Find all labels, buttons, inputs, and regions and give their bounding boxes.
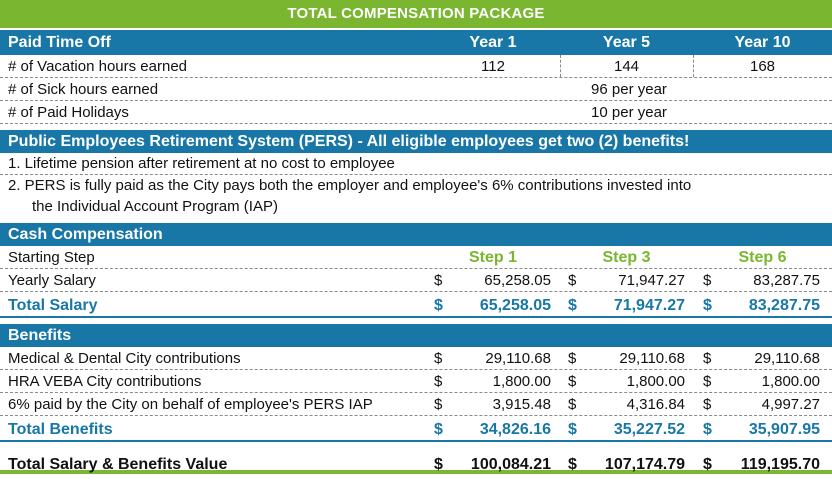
cash-header: Cash Compensation bbox=[8, 226, 163, 243]
total-salary-step-6: 83,287.75 bbox=[748, 297, 820, 314]
starting-step-row: Starting Step Step 1 Step 3 Step 6 bbox=[0, 246, 832, 269]
benefit-step-1: 3,915.48 bbox=[492, 396, 551, 413]
currency-symbol: $ bbox=[703, 421, 712, 438]
currency-symbol: $ bbox=[568, 272, 577, 289]
grand-total-step-1: 100,084.21 bbox=[470, 456, 551, 473]
currency-symbol: $ bbox=[568, 396, 577, 413]
benefit-step-3: 29,110.68 bbox=[619, 350, 685, 367]
benefit-label: Medical & Dental City contributions bbox=[8, 350, 241, 367]
currency-symbol: $ bbox=[568, 456, 577, 473]
vacation-year-5: 144 bbox=[613, 58, 640, 75]
grand-total-row: Total Salary & Benefits Value $ 100,084.… bbox=[0, 450, 832, 476]
currency-symbol: $ bbox=[568, 297, 577, 314]
yearly-salary-step-3: 71,947.27 bbox=[618, 272, 685, 289]
total-benefits-step-1: 34,826.16 bbox=[479, 421, 551, 438]
divider bbox=[560, 55, 561, 77]
sick-value: 96 per year bbox=[591, 81, 667, 98]
step-3-header: Step 3 bbox=[602, 249, 651, 266]
vacation-row: # of Vacation hours earned 112 144 168 bbox=[0, 55, 832, 78]
grand-total-step-3: 107,174.79 bbox=[604, 456, 685, 473]
benefits-header-row: Benefits bbox=[0, 324, 832, 347]
step-6-header: Step 6 bbox=[738, 249, 787, 266]
sheet-title: TOTAL COMPENSATION PACKAGE bbox=[0, 0, 832, 30]
grand-total-label: Total Salary & Benefits Value bbox=[8, 456, 228, 473]
benefit-row: HRA VEBA City contributions $ 1,800.00 $… bbox=[0, 370, 832, 393]
pto-header: Paid Time Off bbox=[8, 34, 111, 51]
holidays-value: 10 per year bbox=[591, 104, 667, 121]
currency-symbol: $ bbox=[568, 373, 577, 390]
step-1-header: Step 1 bbox=[468, 249, 517, 266]
benefit-step-3: 4,316.84 bbox=[626, 396, 685, 413]
yearly-salary-label: Yearly Salary bbox=[8, 272, 96, 289]
currency-symbol: $ bbox=[434, 373, 443, 390]
currency-symbol: $ bbox=[703, 456, 712, 473]
pto-header-row: Paid Time Off Year 1 Year 5 Year 10 bbox=[0, 30, 832, 55]
benefit-step-1: 29,110.68 bbox=[485, 350, 551, 367]
total-benefits-step-3: 35,227.52 bbox=[613, 421, 685, 438]
currency-symbol: $ bbox=[703, 272, 712, 289]
vacation-year-10: 168 bbox=[749, 58, 776, 75]
currency-symbol: $ bbox=[703, 350, 712, 367]
year-1-header: Year 1 bbox=[469, 34, 517, 51]
pers-item-2: 2. PERS is fully paid as the City pays b… bbox=[8, 177, 692, 194]
grand-total-step-6: 119,195.70 bbox=[740, 456, 820, 473]
pers-header-row: Public Employees Retirement System (PERS… bbox=[0, 130, 832, 153]
currency-symbol: $ bbox=[703, 297, 712, 314]
benefit-label: HRA VEBA City contributions bbox=[8, 373, 202, 390]
currency-symbol: $ bbox=[434, 350, 443, 367]
benefit-step-1: 1,800.00 bbox=[492, 373, 551, 390]
vacation-label: # of Vacation hours earned bbox=[8, 58, 188, 75]
holidays-label: # of Paid Holidays bbox=[8, 104, 129, 121]
total-salary-step-3: 71,947.27 bbox=[613, 297, 685, 314]
currency-symbol: $ bbox=[434, 272, 443, 289]
benefit-step-6: 29,110.68 bbox=[754, 350, 820, 367]
total-salary-row: Total Salary $ 65,258.05 $ 71,947.27 $ 8… bbox=[0, 292, 832, 318]
pers-item-1: 1. Lifetime pension after retirement at … bbox=[0, 153, 832, 175]
currency-symbol: $ bbox=[703, 396, 712, 413]
year-5-header: Year 5 bbox=[602, 34, 651, 51]
currency-symbol: $ bbox=[434, 297, 443, 314]
benefits-header: Benefits bbox=[8, 327, 72, 344]
currency-symbol: $ bbox=[434, 456, 443, 473]
holidays-row: # of Paid Holidays 10 per year bbox=[0, 101, 832, 124]
benefit-row: Medical & Dental City contributions $ 29… bbox=[0, 347, 832, 370]
cash-header-row: Cash Compensation bbox=[0, 223, 832, 246]
currency-symbol: $ bbox=[434, 396, 443, 413]
vacation-year-1: 112 bbox=[481, 58, 505, 75]
pers-item-2-cont: the Individual Account Program (IAP) bbox=[32, 198, 278, 215]
benefit-row: 6% paid by the City on behalf of employe… bbox=[0, 393, 832, 416]
total-salary-label: Total Salary bbox=[8, 297, 98, 314]
grand-total-divider bbox=[0, 470, 832, 474]
total-benefits-step-6: 35,907.95 bbox=[748, 421, 820, 438]
yearly-salary-row: Yearly Salary $ 65,258.05 $ 71,947.27 $ … bbox=[0, 269, 832, 292]
total-benefits-row: Total Benefits $ 34,826.16 $ 35,227.52 $… bbox=[0, 416, 832, 442]
sick-row: # of Sick hours earned 96 per year bbox=[0, 78, 832, 101]
benefit-step-6: 4,997.27 bbox=[761, 396, 820, 413]
currency-symbol: $ bbox=[568, 350, 577, 367]
pers-header: Public Employees Retirement System (PERS… bbox=[8, 133, 690, 150]
starting-step-label: Starting Step bbox=[8, 249, 95, 266]
sick-label: # of Sick hours earned bbox=[8, 81, 159, 98]
currency-symbol: $ bbox=[568, 421, 577, 438]
year-10-header: Year 10 bbox=[734, 34, 791, 51]
total-benefits-label: Total Benefits bbox=[8, 421, 113, 438]
yearly-salary-step-1: 65,258.05 bbox=[484, 272, 551, 289]
benefit-step-6: 1,800.00 bbox=[761, 373, 820, 390]
benefit-label: 6% paid by the City on behalf of employe… bbox=[8, 396, 373, 413]
currency-symbol: $ bbox=[434, 421, 443, 438]
divider bbox=[693, 55, 694, 77]
yearly-salary-step-6: 83,287.75 bbox=[753, 272, 820, 289]
total-salary-step-1: 65,258.05 bbox=[479, 297, 551, 314]
currency-symbol: $ bbox=[703, 373, 712, 390]
benefit-step-3: 1,800.00 bbox=[626, 373, 685, 390]
